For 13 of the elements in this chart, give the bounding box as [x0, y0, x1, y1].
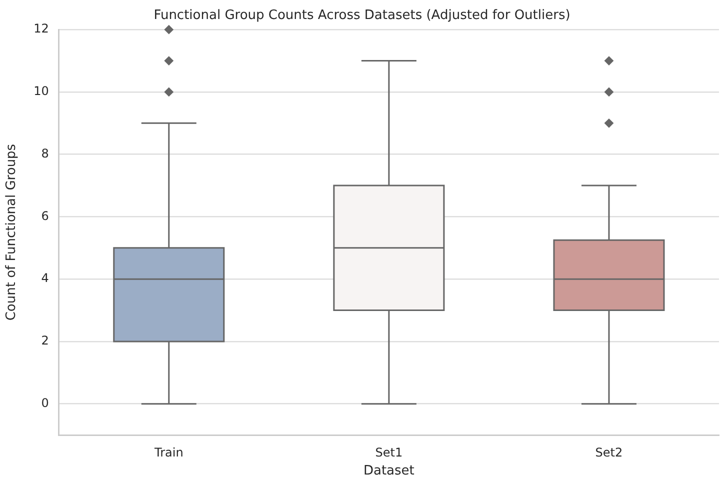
chart-title: Functional Group Counts Across Datasets (Adjusted for Outliers)	[154, 8, 570, 24]
y-axis-title: Count of Functional Groups	[4, 144, 20, 321]
x-tick-label: Set1	[375, 445, 403, 460]
x-axis-title: Dataset	[363, 464, 414, 479]
y-tick-label: 2	[41, 334, 49, 348]
y-tick-label: 0	[41, 396, 49, 410]
y-tick-label: 8	[41, 146, 49, 160]
y-tick-label: 6	[41, 208, 49, 223]
y-tick-label: 4	[41, 271, 49, 286]
x-tick-label: Set2	[595, 445, 623, 460]
x-tick-label: Train	[153, 445, 184, 460]
y-tick-label: 12	[34, 22, 49, 36]
y-tick-label: 10	[34, 84, 49, 98]
